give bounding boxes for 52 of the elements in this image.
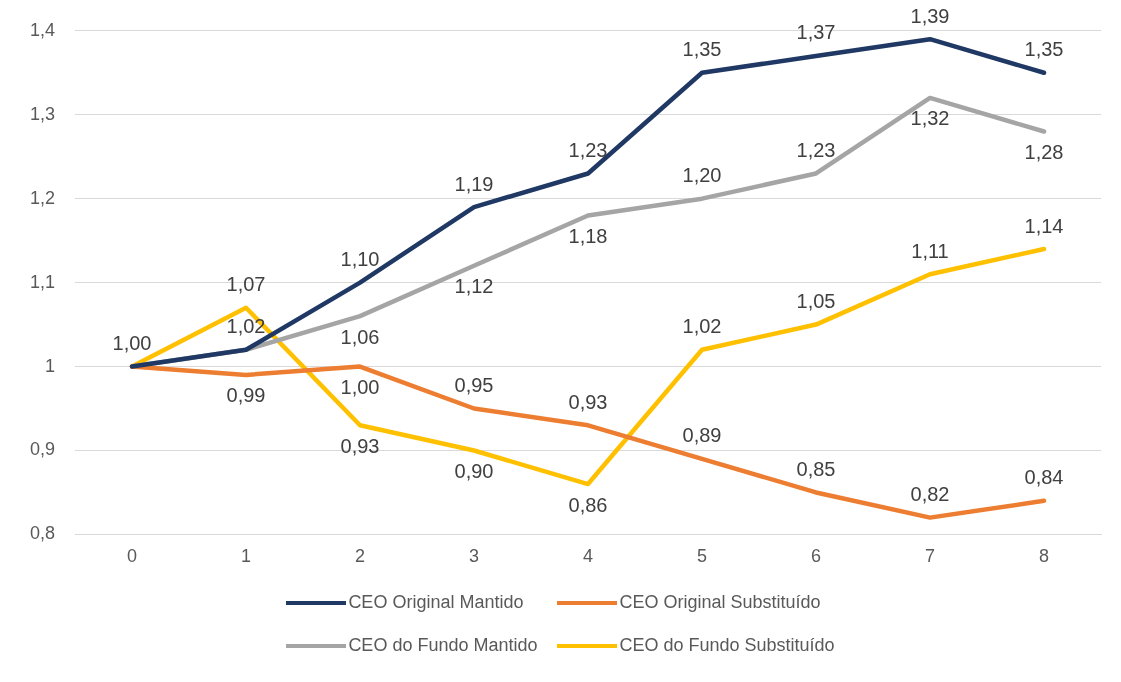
data-label: 1,39 xyxy=(910,4,950,27)
legend-label: CEO do Fundo Substituído xyxy=(619,635,835,656)
data-label: 1,06 xyxy=(340,325,380,348)
x-tick-label: 0 xyxy=(127,546,138,567)
x-tick-label: 3 xyxy=(469,546,480,567)
data-label: 0,89 xyxy=(682,424,722,447)
data-label: 0,93 xyxy=(340,434,380,457)
data-label: 1,02 xyxy=(226,315,266,338)
data-label: 1,20 xyxy=(682,164,722,187)
data-label: 1,37 xyxy=(796,21,836,44)
data-label: 1,00 xyxy=(340,376,380,399)
data-label: 1,19 xyxy=(454,172,494,195)
x-tick-label: 4 xyxy=(583,546,594,567)
data-label: 1,02 xyxy=(682,315,722,338)
y-tick-label: 1,2 xyxy=(29,187,56,208)
data-label: 1,12 xyxy=(454,275,494,298)
data-label: 1,05 xyxy=(796,290,836,313)
y-tick-label: 1,4 xyxy=(29,19,56,40)
x-tick-label: 5 xyxy=(697,546,708,567)
data-label: 0,85 xyxy=(796,457,836,480)
data-label: 0,84 xyxy=(1024,466,1064,489)
data-label: 1,32 xyxy=(910,107,950,130)
x-tick-label: 6 xyxy=(811,546,822,567)
x-tick-label: 8 xyxy=(1038,546,1050,567)
y-tick-label: 0,8 xyxy=(29,523,56,544)
data-label: 1,35 xyxy=(1024,38,1064,61)
data-label: 0,82 xyxy=(910,483,950,506)
x-tick-label: 2 xyxy=(355,546,366,567)
data-label: 1,23 xyxy=(568,139,608,161)
data-label: 1,10 xyxy=(340,248,380,271)
data-label: 0,90 xyxy=(454,459,494,482)
legend-label: CEO Original Mantido xyxy=(348,592,524,613)
data-label: 1,14 xyxy=(1024,214,1064,237)
data-label: 0,95 xyxy=(454,374,494,397)
data-label: 1,23 xyxy=(796,139,836,161)
data-label: 1,35 xyxy=(682,38,722,61)
data-label: 0,99 xyxy=(226,384,266,407)
data-label: 0,93 xyxy=(568,390,608,413)
data-label: 1,00 xyxy=(112,332,152,355)
data-label: 1,11 xyxy=(911,239,949,262)
x-tick-label: 1 xyxy=(241,546,252,567)
y-tick-label: 1 xyxy=(45,355,56,376)
y-tick-label: 1,1 xyxy=(29,271,56,292)
data-label: 0,86 xyxy=(568,493,608,516)
y-tick-label: 1,3 xyxy=(29,103,56,124)
legend-label: CEO do Fundo Mantido xyxy=(348,635,538,656)
data-label: 1,18 xyxy=(568,224,608,247)
data-label: 1,28 xyxy=(1024,141,1064,164)
x-tick-label: 7 xyxy=(925,546,936,567)
legend-label: CEO Original Substituído xyxy=(619,592,821,613)
data-label: 1,07 xyxy=(226,273,266,296)
y-tick-label: 0,9 xyxy=(29,439,56,460)
